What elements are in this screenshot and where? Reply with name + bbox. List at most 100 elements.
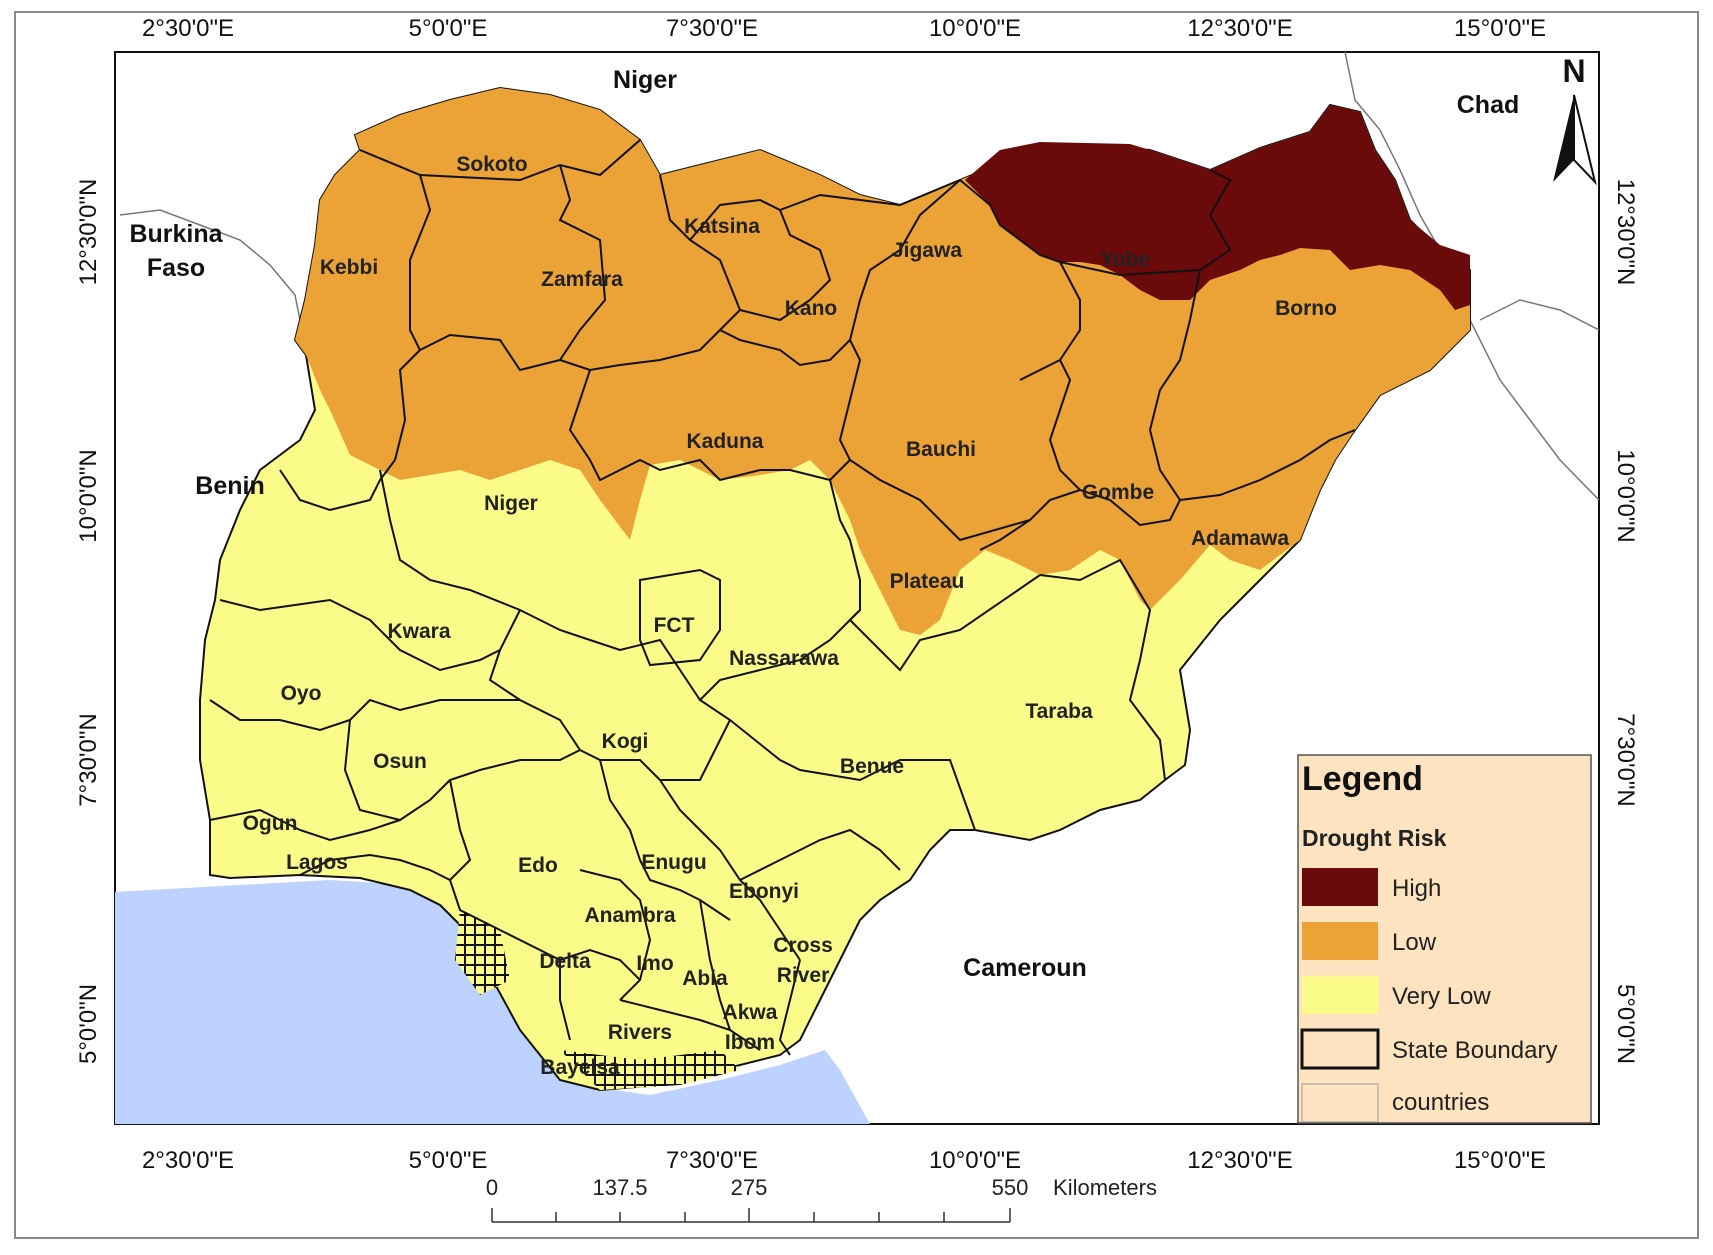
legend-label-countries: countries	[1392, 1089, 1489, 1116]
lat-label: 5°0'0"N	[75, 984, 102, 1064]
lon-label: 10°0'0"E	[929, 1147, 1021, 1174]
legend-label-low: Low	[1392, 929, 1437, 956]
country-labels: Niger Chad Burkina Faso Benin Cameroun	[129, 66, 1519, 982]
scale-unit: Kilometers	[1053, 1175, 1157, 1200]
state-label: Bauchi	[906, 438, 976, 461]
country-label-cameroun: Cameroun	[963, 954, 1087, 982]
left-latitude-labels: 12°30'0"N 10°0'0"N 7°30'0"N 5°0'0"N	[75, 179, 102, 1064]
state-label: Benue	[840, 755, 904, 778]
legend-swatch-state-boundary	[1300, 1028, 1380, 1070]
legend-swatch-countries	[1301, 1083, 1379, 1123]
scale-bar: 0 137.5 275 550 Kilometers	[486, 1175, 1157, 1223]
legend-title: Legend	[1302, 760, 1423, 798]
state-label: Abia	[682, 967, 728, 990]
lon-label: 12°30'0"E	[1187, 1147, 1292, 1174]
state-label: Nassarawa	[729, 647, 839, 670]
lon-label: 15°0'0"E	[1454, 1147, 1546, 1174]
state-label: Imo	[636, 952, 673, 975]
north-arrow-right-half	[1573, 94, 1597, 186]
state-label: Katsina	[684, 215, 760, 238]
state-label: Delta	[539, 950, 591, 973]
lat-label: 7°30'0"N	[1612, 713, 1639, 806]
lat-label: 12°30'0"N	[75, 179, 102, 286]
country-label-benin: Benin	[195, 472, 264, 500]
state-label: Oyo	[281, 682, 322, 705]
legend-label-state-boundary: State Boundary	[1392, 1037, 1557, 1064]
lon-label: 5°0'0"E	[409, 15, 488, 42]
legend-swatch-low	[1302, 922, 1378, 960]
state-label: Edo	[518, 854, 558, 877]
legend-swatch-high	[1302, 868, 1378, 906]
state-label: Adamawa	[1191, 527, 1289, 550]
state-label: Rivers	[608, 1021, 672, 1044]
legend: Legend Drought Risk High Low Very Low St…	[1297, 754, 1592, 1124]
legend-subtitle: Drought Risk	[1302, 825, 1447, 851]
lon-label: 10°0'0"E	[929, 15, 1021, 42]
lon-label: 2°30'0"E	[142, 1147, 234, 1174]
state-label: Kogi	[602, 730, 649, 753]
legend-swatch-very-low	[1302, 976, 1378, 1014]
state-label: Osun	[373, 750, 427, 773]
state-label: Kano	[785, 297, 838, 320]
lat-label: 10°0'0"N	[1612, 449, 1639, 542]
lon-label: 12°30'0"E	[1187, 15, 1292, 42]
state-label: Gombe	[1082, 481, 1154, 504]
scale-tick-label: 275	[731, 1175, 768, 1200]
state-label: Lagos	[286, 851, 348, 874]
lon-label: 15°0'0"E	[1454, 15, 1546, 42]
state-label: Plateau	[890, 570, 965, 593]
legend-label-high: High	[1392, 875, 1441, 902]
state-label: Kebbi	[320, 256, 378, 279]
lat-label: 10°0'0"N	[75, 449, 102, 542]
state-label: Taraba	[1025, 700, 1093, 723]
state-label: Jigawa	[892, 239, 962, 262]
state-label: Cross	[773, 934, 833, 957]
north-arrow-left-half	[1553, 95, 1574, 182]
lat-label: 5°0'0"N	[1612, 984, 1639, 1064]
state-label: Yobe	[1100, 248, 1150, 271]
scale-tick-label: 550	[992, 1175, 1029, 1200]
lon-label: 7°30'0"E	[666, 1147, 758, 1174]
state-label: Ogun	[243, 812, 298, 835]
state-label: Sokoto	[456, 153, 527, 176]
delta-creeks-south	[560, 1050, 740, 1090]
bottom-longitude-labels: 2°30'0"E 5°0'0"E 7°30'0"E 10°0'0"E 12°30…	[142, 1147, 1546, 1174]
state-labels: Sokoto Katsina Kebbi Zamfara Jigawa Yobe…	[243, 153, 1337, 1079]
lat-label: 7°30'0"N	[75, 713, 102, 806]
north-arrow: N	[1553, 53, 1597, 186]
scale-tick-label: 0	[486, 1175, 498, 1200]
state-label: River	[777, 964, 830, 987]
state-label: Anambra	[584, 904, 675, 927]
delta-creeks	[455, 910, 510, 995]
state-label: FCT	[654, 614, 695, 637]
north-arrow-letter: N	[1562, 53, 1585, 89]
state-label: Zamfara	[541, 268, 623, 291]
lon-label: 7°30'0"E	[666, 15, 758, 42]
lon-label: 2°30'0"E	[142, 15, 234, 42]
legend-label-very-low: Very Low	[1392, 983, 1491, 1010]
state-label: Ibom	[725, 1031, 775, 1054]
scale-tick-label: 137.5	[592, 1175, 647, 1200]
country-label-faso: Faso	[147, 254, 205, 282]
lon-label: 5°0'0"E	[409, 1147, 488, 1174]
lat-label: 12°30'0"N	[1612, 179, 1639, 286]
high-risk-zone	[965, 105, 1470, 310]
ocean	[115, 880, 870, 1124]
scale-bar-line	[491, 1208, 1011, 1223]
state-boundaries	[209, 139, 1356, 1056]
top-longitude-labels: 2°30'0"E 5°0'0"E 7°30'0"E 10°0'0"E 12°30…	[142, 15, 1546, 42]
right-latitude-labels: 12°30'0"N 10°0'0"N 7°30'0"N 5°0'0"N	[1612, 179, 1639, 1064]
state-label: Borno	[1275, 297, 1337, 320]
country-label-niger: Niger	[613, 66, 677, 94]
country-label-chad: Chad	[1457, 91, 1520, 119]
state-label: Bayelsa	[540, 1056, 620, 1079]
state-label: Kaduna	[686, 430, 763, 453]
state-label: Niger	[484, 492, 538, 515]
state-label: Akwa	[723, 1001, 778, 1024]
country-label-burkina: Burkina	[129, 220, 223, 248]
state-label: Enugu	[641, 851, 706, 874]
state-label: Kwara	[387, 620, 450, 643]
state-label: Ebonyi	[729, 880, 799, 903]
